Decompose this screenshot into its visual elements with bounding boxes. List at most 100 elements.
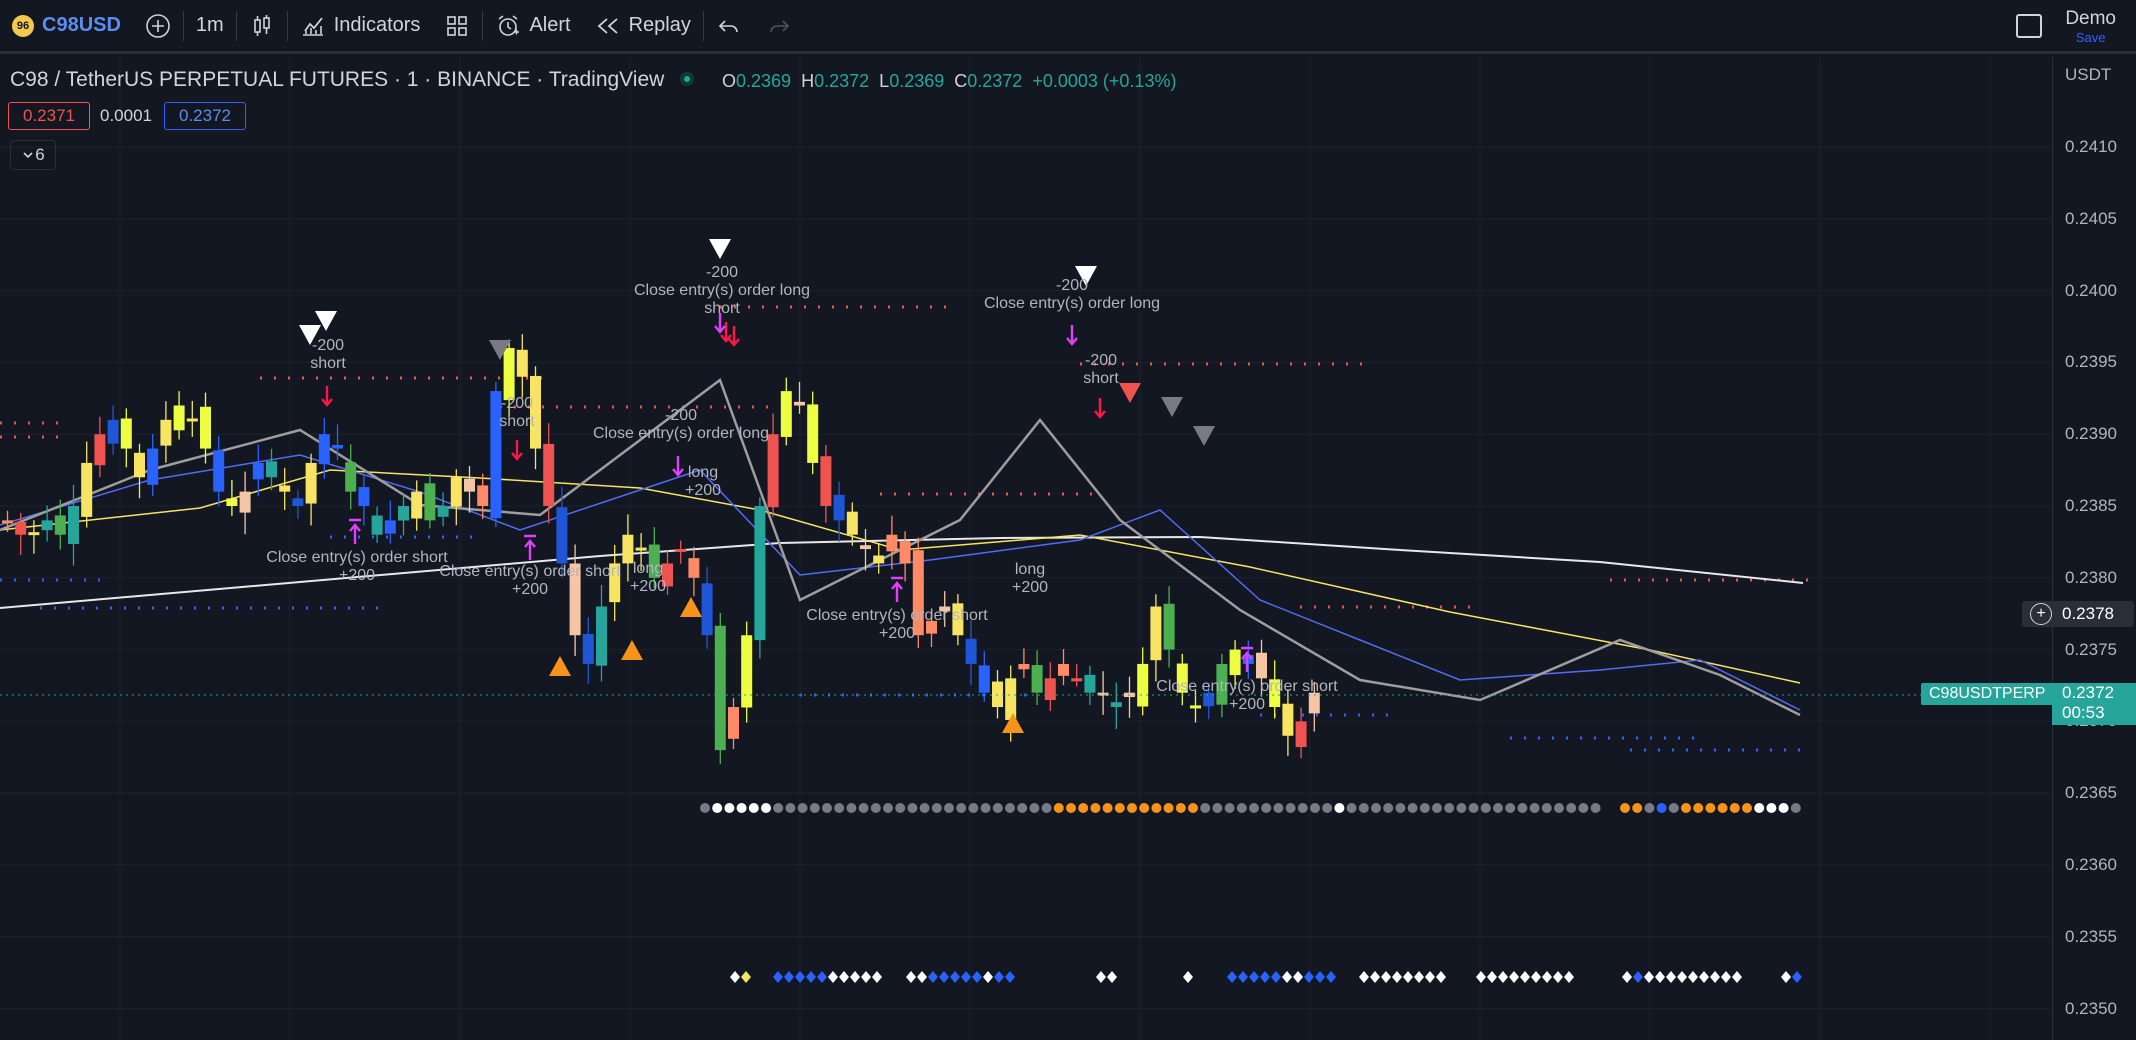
rewind-icon bbox=[597, 17, 618, 34]
signal-dot bbox=[1188, 803, 1198, 813]
trade-label-line: short bbox=[704, 300, 740, 317]
trade-label: Close entry(s) order short +200 bbox=[1156, 678, 1338, 713]
signal-dot bbox=[1029, 803, 1040, 813]
trade-label: -200 short bbox=[310, 337, 346, 372]
trade-label: long +200 bbox=[630, 560, 666, 595]
trade-label: Close entry(s) order short +200 bbox=[266, 549, 448, 584]
signal-diamond bbox=[1644, 971, 1654, 983]
indicators-button[interactable]: Indicators bbox=[288, 0, 433, 53]
signal-dot bbox=[1078, 803, 1089, 813]
trade-label: Close entry(s) order short +200 bbox=[806, 607, 988, 642]
trade-label-line: Close entry(s) order long bbox=[634, 282, 810, 299]
replay-button[interactable]: Replay bbox=[583, 0, 703, 53]
trade-label-line: +200 bbox=[339, 567, 375, 584]
demo-save-button[interactable]: Demo Save bbox=[2065, 8, 2116, 45]
signal-dot bbox=[1310, 803, 1320, 813]
trade-label-line: long bbox=[633, 560, 663, 577]
axis-currency[interactable]: USDT bbox=[2065, 65, 2112, 84]
alert-button[interactable]: Alert bbox=[483, 0, 582, 53]
candle-body bbox=[530, 375, 541, 449]
market-status-icon[interactable] bbox=[680, 72, 694, 86]
signal-dot bbox=[980, 803, 991, 813]
down-triangle-icon bbox=[1119, 383, 1141, 403]
layouts-button[interactable] bbox=[432, 0, 482, 53]
trade-label: Close entry(s) order short +200 bbox=[439, 563, 621, 598]
indicators-collapse-button[interactable]: 6 bbox=[10, 140, 56, 170]
signal-dot bbox=[1517, 803, 1528, 813]
arrow-down-icon bbox=[321, 386, 333, 407]
trade-label-line: Close entry(s) order short bbox=[1156, 678, 1338, 695]
candle-body bbox=[279, 485, 291, 492]
trade-label-line: Close entry(s) order long bbox=[984, 295, 1160, 312]
candle-body bbox=[266, 461, 277, 478]
candle-body bbox=[1256, 652, 1267, 679]
signal-diamond bbox=[1487, 971, 1497, 983]
candle-body bbox=[1282, 703, 1294, 736]
up-triangle-icon bbox=[680, 597, 702, 617]
fullscreen-icon[interactable] bbox=[2016, 14, 2042, 38]
candle-body bbox=[226, 498, 238, 506]
trade-label-line: Close entry(s) order short bbox=[806, 607, 988, 624]
signal-diamond bbox=[839, 971, 849, 983]
signal-dot bbox=[1717, 803, 1728, 813]
signal-dot bbox=[1066, 803, 1076, 813]
trade-label-line: -200 bbox=[501, 395, 533, 412]
signal-diamond bbox=[872, 971, 882, 983]
interval-button[interactable]: 1m bbox=[195, 14, 224, 36]
signal-diamond bbox=[828, 971, 838, 983]
arrow-down-icon bbox=[714, 313, 726, 334]
sell-price-button[interactable]: 0.2371 bbox=[8, 102, 90, 130]
chevron-down-icon bbox=[23, 152, 33, 159]
signal-diamond bbox=[1249, 971, 1259, 983]
candle-body bbox=[437, 506, 449, 517]
signal-dot bbox=[1102, 803, 1113, 813]
price-axis[interactable]: USDT 0.2410 0.2405 0.2400 0.2395 0.2390 0.238… bbox=[2052, 57, 2136, 1040]
candle-body bbox=[965, 638, 977, 664]
signal-diamond bbox=[1699, 971, 1709, 983]
chart-type-button[interactable] bbox=[237, 0, 287, 53]
signal-dot bbox=[1766, 803, 1777, 813]
indicators-count: 6 bbox=[35, 145, 45, 164]
signal-diamond bbox=[1425, 971, 1435, 983]
candle-body bbox=[107, 419, 119, 444]
up-triangle-icon bbox=[621, 640, 643, 660]
signal-diamond bbox=[950, 971, 960, 983]
signal-diamond bbox=[1531, 971, 1541, 983]
redo-button[interactable] bbox=[754, 0, 804, 53]
axis-tick-label: 0.2380 bbox=[2065, 567, 2117, 587]
compare-symbol-button[interactable] bbox=[133, 0, 183, 53]
crosshair-price-tag[interactable]: + 0.2378 bbox=[2022, 601, 2134, 627]
trade-label-line: -200 bbox=[665, 407, 697, 424]
signal-dot bbox=[1681, 803, 1691, 813]
alarm-clock-icon bbox=[498, 14, 520, 36]
candle-body bbox=[701, 583, 713, 636]
signal-dot bbox=[1224, 803, 1235, 813]
buy-price-button[interactable]: 0.2372 bbox=[164, 102, 246, 130]
axis-tick-label: 0.2375 bbox=[2065, 639, 2117, 659]
candle-body bbox=[1163, 603, 1175, 650]
candle-body bbox=[1005, 678, 1017, 720]
signal-dot bbox=[1322, 803, 1333, 813]
signal-diamond bbox=[1005, 971, 1015, 983]
candle-body bbox=[767, 434, 779, 508]
axis-tick-label: 0.2365 bbox=[2065, 783, 2117, 803]
undo-button[interactable] bbox=[704, 0, 754, 53]
candle-body bbox=[1137, 663, 1149, 707]
candle-body bbox=[1150, 606, 1162, 661]
signal-dot bbox=[1456, 803, 1467, 813]
signal-diamond bbox=[1633, 971, 1643, 983]
candle-body bbox=[450, 477, 462, 507]
candle-body bbox=[1018, 663, 1030, 670]
candle-body bbox=[160, 419, 172, 446]
signal-dot bbox=[1358, 803, 1369, 813]
chart-legend-title[interactable]: C98 / TetherUS PERPETUAL FUTURES · 1 · B… bbox=[10, 68, 665, 91]
candle-body bbox=[807, 404, 819, 463]
arrow-up-icon bbox=[891, 576, 903, 602]
down-triangle-icon bbox=[1075, 266, 1097, 286]
symbol-search[interactable]: 96 C98USD bbox=[0, 0, 133, 53]
alert-label: Alert bbox=[529, 14, 571, 36]
ma-mid bbox=[0, 469, 1801, 684]
open-key: O bbox=[722, 71, 737, 91]
trade-label-line: Close entry(s) order short bbox=[439, 563, 621, 580]
